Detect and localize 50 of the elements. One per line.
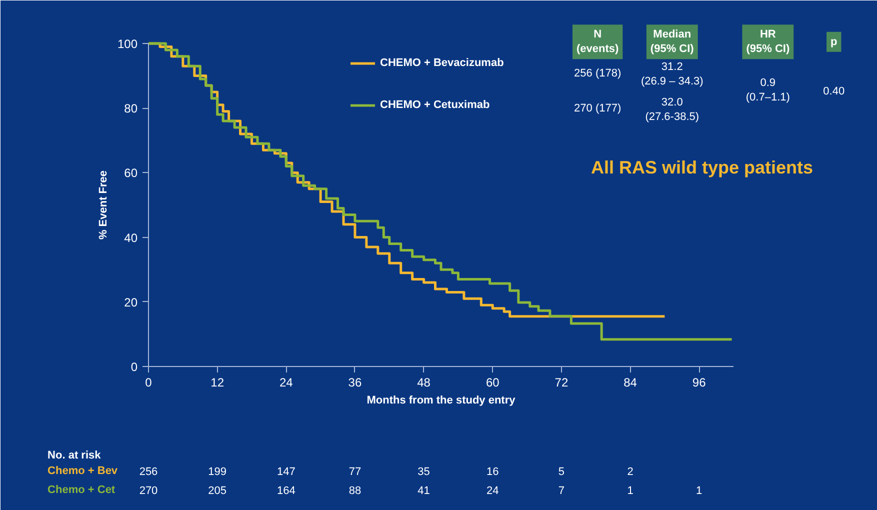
y-tick-label: 0 — [130, 360, 138, 374]
x-tick-label: 0 — [145, 376, 152, 390]
text: 205 — [208, 485, 227, 498]
y-tick-label: 20 — [124, 295, 138, 310]
x-tick-label: 72 — [554, 376, 568, 390]
x-tick-label: 96 — [692, 376, 706, 390]
annotation: 270 (177) — [574, 102, 622, 115]
text: 0.40 — [823, 85, 845, 98]
text: 77 — [348, 466, 362, 478]
x-tick-label: 48 — [417, 376, 431, 390]
text: 164 — [276, 485, 296, 498]
text: 270 — [139, 485, 158, 498]
x-tick-label: 84 — [624, 376, 638, 390]
text: Chemo + Cet — [48, 484, 116, 496]
legend-label: CHEMO + Bevacizumab — [380, 57, 504, 69]
text: 88 — [348, 485, 362, 498]
text: Chemo + Bev — [48, 464, 118, 477]
annotation: 256 (178) — [574, 68, 622, 80]
x-tick-label: 36 — [348, 376, 362, 390]
text: p — [830, 36, 838, 48]
x-tick-label: 24 — [279, 376, 294, 390]
text: 1 — [696, 485, 702, 498]
text: No. at risk — [48, 449, 102, 462]
text: 5 — [558, 466, 565, 478]
text: 1 — [627, 485, 634, 498]
x-axis-title: Months from the study entry — [366, 394, 516, 406]
y-tick-label: 100 — [117, 37, 138, 51]
annotation: 32.0 (27.6-38.5) — [645, 96, 700, 123]
legend-label: CHEMO + Cetuximab — [380, 99, 490, 111]
annotation: 31.2 (26.9 – 34.3) — [640, 60, 704, 88]
text: 16 — [486, 466, 499, 478]
text: 35 — [418, 466, 430, 478]
text: HR (95% CI) — [746, 28, 790, 56]
text: 256 — [139, 466, 158, 478]
text: 24 — [486, 485, 499, 498]
text: 41 — [418, 485, 430, 498]
text: 147 — [276, 466, 296, 478]
text: 0.9 (0.7–1.1) — [746, 77, 790, 104]
text: All RAS wild type patients — [590, 158, 813, 178]
y-tick-label: 40 — [124, 230, 138, 245]
y-tick-label: 60 — [124, 166, 138, 180]
y-axis-title: % Event Free — [97, 170, 110, 240]
annotation: N (events) — [576, 28, 619, 56]
text: 199 — [208, 466, 227, 478]
annotation: Median (95% CI) — [650, 28, 694, 56]
x-tick-label: 12 — [210, 376, 224, 390]
x-tick-label: 60 — [486, 376, 500, 390]
text: 7 — [558, 485, 565, 498]
text: 2 — [627, 466, 634, 478]
y-tick-label: 80 — [124, 102, 138, 116]
